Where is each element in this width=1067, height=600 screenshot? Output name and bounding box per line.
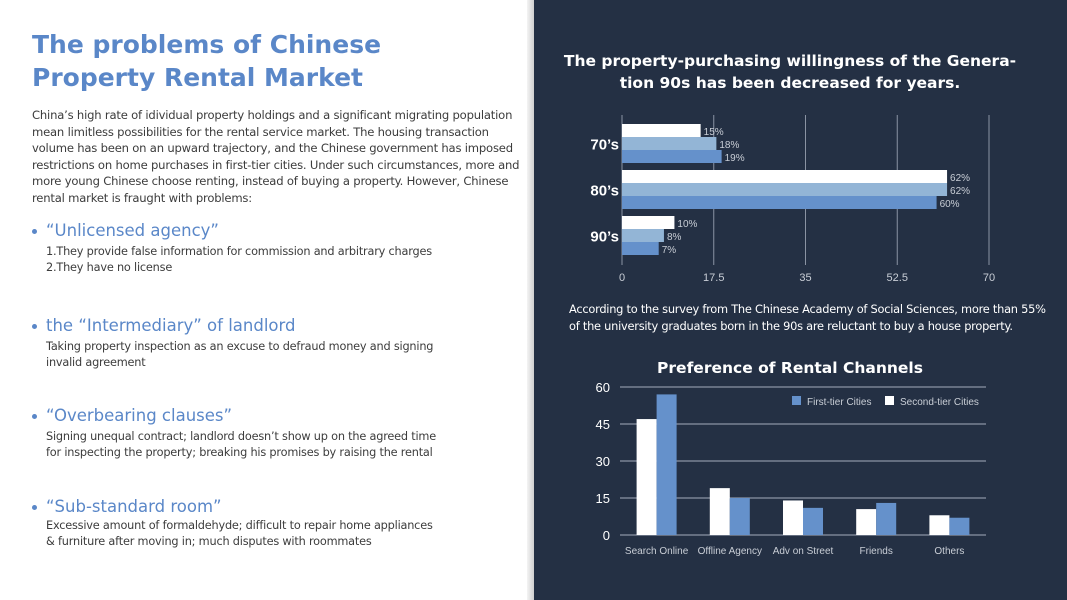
left-panel: The problems of Chinese Property Rental … <box>0 0 527 600</box>
bar-first-tier-cities <box>803 507 823 535</box>
bar-first-tier-cities <box>949 517 970 535</box>
x-tick-label: 0 <box>619 272 625 284</box>
bar-second-tier-cities <box>856 509 877 535</box>
problem-line: 1.They provide false information for com… <box>46 245 432 258</box>
x-tick-label: Search Online <box>625 546 689 557</box>
problem-line: 2.They have no license <box>46 261 173 275</box>
bullet-icon <box>32 323 37 329</box>
chart2-title: Preference of Rental Channels <box>657 359 923 377</box>
problem-line: Taking property inspection as an excuse … <box>46 340 434 353</box>
right-panel <box>534 0 1067 600</box>
y-tick-label: 15 <box>596 491 610 506</box>
chart1-title-line: The property-purchasing willingness of t… <box>563 52 1017 70</box>
rental-channels-bar-chart: 0 15 30 45 60 Search Online Offline Agency Adv … <box>596 380 986 557</box>
data-label: 10% <box>677 219 697 230</box>
data-label: 19% <box>725 153 745 164</box>
x-tick-label: 52.5 <box>887 272 908 284</box>
x-tick-label: Friends <box>860 546 893 557</box>
problem-heading: “Sub-standard room” <box>46 497 222 516</box>
category-label: 80’s <box>590 183 619 200</box>
bar-second-tier-cities <box>783 500 803 535</box>
willingness-bar-chart: 0 17.5 35 52.5 70 70’s 15% 18% 19% 80’s 62% 62% 60% 9… <box>590 115 995 284</box>
bar-series-3 <box>622 196 937 209</box>
data-label: 18% <box>719 140 739 151</box>
bar-series-3 <box>622 150 722 163</box>
chart1-title-line: tion 90s has been decreased for years. <box>619 74 961 92</box>
bar-series-2 <box>622 183 948 196</box>
problem-line: Signing unequal contract; landlord doesn… <box>46 430 436 443</box>
bar-first-tier-cities <box>656 394 677 535</box>
bar-second-tier-cities <box>636 419 657 535</box>
y-tick-label: 45 <box>596 417 610 432</box>
chart1-title: The property-purchasing willingness of t… <box>560 50 1020 94</box>
x-tick-label: Adv on Street <box>773 546 834 557</box>
bar-series-1 <box>622 216 675 229</box>
panel-divider <box>527 0 534 600</box>
page-title: The problems of Chinese Property Rental … <box>32 30 382 92</box>
bullet-icon <box>32 413 37 419</box>
data-label: 62% <box>950 173 970 184</box>
bar-first-tier-cities <box>876 502 897 535</box>
bullet-icon <box>32 504 37 510</box>
y-tick-label: 30 <box>596 454 610 469</box>
problem-heading: “Unlicensed agency” <box>46 221 219 240</box>
bar-series-3 <box>622 242 659 255</box>
bar-series-2 <box>622 229 664 242</box>
problem-item: “Sub-standard room” Excessive amount of … <box>32 496 502 551</box>
x-tick-label: 35 <box>799 272 811 284</box>
legend-swatch <box>792 396 801 405</box>
y-tick-label: 0 <box>603 528 610 543</box>
category-label: 90’s <box>590 229 619 246</box>
problem-line: Excessive amount of formaldehyde; diffic… <box>46 519 433 532</box>
data-label: 60% <box>940 199 960 210</box>
problem-line: for inspecting the property; breaking hi… <box>46 446 433 460</box>
bar-series-2 <box>622 137 717 150</box>
problem-line: & furniture after moving in; much disput… <box>46 535 372 549</box>
bar-series-1 <box>622 124 701 137</box>
x-tick-label: Offline Agency <box>698 546 762 557</box>
data-label: 7% <box>662 245 677 256</box>
data-label: 15% <box>704 127 724 138</box>
problem-item: “Overbearing clauses” Signing unequal co… <box>32 405 502 462</box>
bar-first-tier-cities <box>729 498 750 535</box>
problem-item: “Unlicensed agency” 1.They provide false… <box>32 220 502 277</box>
legend-swatch <box>885 396 894 405</box>
bar-second-tier-cities <box>929 515 950 535</box>
data-label: 62% <box>950 186 970 197</box>
survey-note: According to the survey from The Chinese… <box>569 302 1046 333</box>
legend-label: First-tier Cities <box>807 397 871 408</box>
legend-label: Second-tier Cities <box>900 397 979 408</box>
problem-item: the “Intermediary” of landlord Taking pr… <box>32 315 502 372</box>
problem-heading: the “Intermediary” of landlord <box>46 316 296 335</box>
y-tick-label: 60 <box>596 380 610 395</box>
problem-heading: “Overbearing clauses” <box>46 406 233 425</box>
bar-series-1 <box>622 170 948 183</box>
category-label: 70’s <box>590 137 619 154</box>
x-tick-label: 70 <box>983 272 995 284</box>
x-tick-label: 17.5 <box>703 272 724 284</box>
problem-line: invalid agreement <box>46 356 146 370</box>
intro-paragraph: China’s high rate of idividual property … <box>32 108 520 205</box>
bullet-icon <box>32 228 37 234</box>
x-tick-label: Others <box>934 546 964 557</box>
data-label: 8% <box>667 232 682 243</box>
bar-second-tier-cities <box>709 488 730 535</box>
